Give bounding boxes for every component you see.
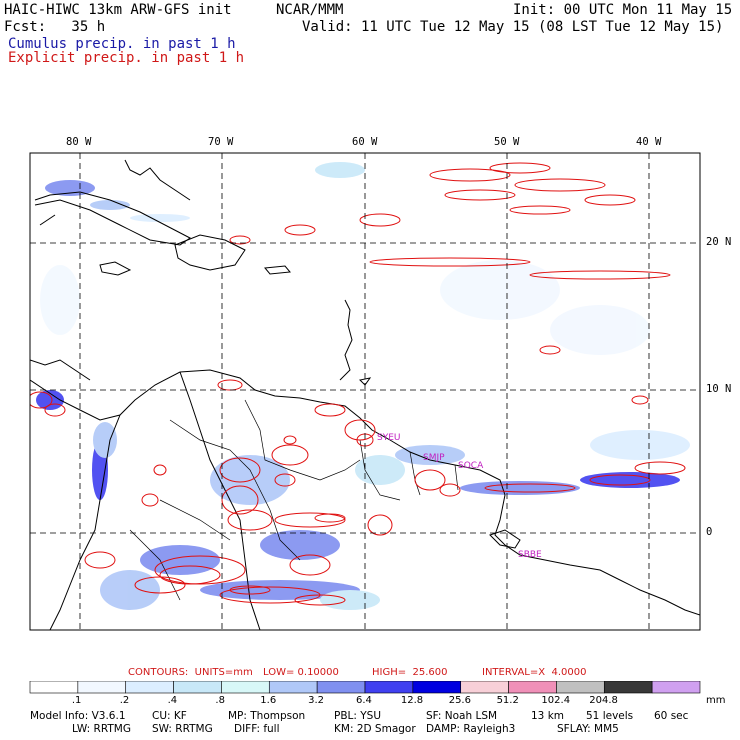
colorbar-swatch (603, 681, 653, 694)
station-smjp: SMJP (423, 453, 445, 463)
model-info-item: PBL: YSU (334, 710, 382, 722)
colorbar-swatch (173, 681, 222, 694)
colorbar-swatch (556, 681, 605, 694)
lon-label-50w: 50 W (494, 136, 520, 148)
station-soca: SOCA (458, 461, 484, 471)
model-info-line1: Model Info: V3.6.1 CU: KF MP: Thompson PBL:… (0, 711, 740, 725)
lat-label-20n: 20 N (706, 236, 732, 248)
lon-label-80w: 80 W (66, 136, 92, 148)
model-info-item: SFLAY: MM5 (557, 723, 619, 735)
model-info-item: LW: RRTMG (72, 723, 131, 735)
model-info-line2: LW: RRTMG SW: RRTMG DIFF: full KM: 2D Smago… (0, 724, 740, 738)
lon-label-60w: 60 W (352, 136, 378, 148)
model-title: HAIC-HIWC 13km ARW-GFS init (4, 2, 232, 18)
model-info-item: Model Info: V3.6.1 (30, 710, 126, 722)
colorbar-swatch (364, 681, 414, 694)
model-info-item: SW: RRTMG (152, 723, 213, 735)
lat-label-0: 0 (706, 526, 713, 538)
colorbar-unit: mm (706, 695, 726, 706)
model-info-item: MP: Thompson (228, 710, 306, 722)
valid-time: Valid: 11 UTC Tue 12 May 15 (08 LST Tue … (302, 19, 724, 35)
colorbar-labels: .1 .2 .4 .8 1.6 3.2 6.4 12.8 25.6 51.2 102.4 204.8 (0, 696, 740, 710)
map-background (30, 153, 700, 630)
cumulus-legend: Cumulus precip. in past 1 h (8, 36, 236, 52)
map-frame (29, 152, 701, 631)
colorbar-tick-label: 51.2 (496, 695, 519, 706)
model-info-item: SF: Noah LSM (426, 710, 498, 722)
colorbar-swatch (29, 681, 79, 694)
lat-lon-grid (30, 153, 700, 630)
colorbar-swatch (651, 681, 701, 694)
colorbar-swatch (268, 681, 318, 694)
contour-units: CONTOURS: UNITS=mm (128, 667, 253, 678)
lon-label-40w: 40 W (636, 136, 662, 148)
model-info-item: KM: 2D Smagor (334, 723, 416, 735)
model-info-item: CU: KF (152, 710, 187, 722)
contour-interval: INTERVAL=X 4.0000 (482, 667, 587, 678)
model-info-item: DAMP: Rayleigh3 (426, 723, 516, 735)
model-info-item: 13 km (531, 710, 565, 722)
colorbar-tick-label: 3.2 (308, 695, 325, 706)
colorbar-tick-label: 12.8 (400, 695, 424, 706)
colorbar (29, 681, 701, 694)
contour-low: LOW= 0.10000 (263, 667, 339, 678)
colorbar-swatch (125, 681, 174, 694)
colorbar-tick-label: 25.6 (448, 695, 471, 706)
colorbar-tick-label: .2 (119, 695, 130, 706)
explicit-precip-contours (30, 162, 686, 606)
colorbar-tick-label: .8 (215, 695, 225, 706)
model-info-item: DIFF: full (234, 723, 280, 735)
forecast-hour: Fcst: 35 h (4, 19, 106, 35)
colorbar-swatch (508, 681, 557, 694)
colorbar-swatch (412, 681, 462, 694)
init-time: Init: 00 UTC Mon 11 May 15 (513, 2, 733, 18)
colorbar-tick-label: .1 (71, 695, 82, 706)
lon-label-70w: 70 W (208, 136, 234, 148)
model-info-item: 60 sec (654, 710, 689, 722)
model-info-item: 51 levels (586, 710, 634, 722)
explicit-legend: Explicit precip. in past 1 h (8, 50, 245, 66)
colorbar-swatch (77, 681, 127, 694)
colorbar-tick-label: 1.6 (260, 695, 277, 706)
contour-high: HIGH= 25.600 (372, 667, 448, 678)
coastlines (30, 159, 700, 630)
colorbar-swatch (316, 681, 366, 694)
colorbar-swatch (221, 681, 270, 694)
lat-label-10n: 10 N (706, 383, 732, 395)
country-borders (129, 399, 459, 601)
colorbar-tick-label: 204.8 (589, 695, 618, 706)
colorbar-tick-label: 102.4 (541, 695, 571, 706)
colorbar-swatch (460, 681, 509, 694)
colorbar-tick-label: .4 (167, 695, 178, 706)
station-syeu: SYEU (377, 433, 400, 443)
colorbar-tick-label: 6.4 (356, 695, 372, 706)
org-label: NCAR/MMM (276, 2, 344, 18)
station-sbbe: SBBE (518, 550, 542, 560)
